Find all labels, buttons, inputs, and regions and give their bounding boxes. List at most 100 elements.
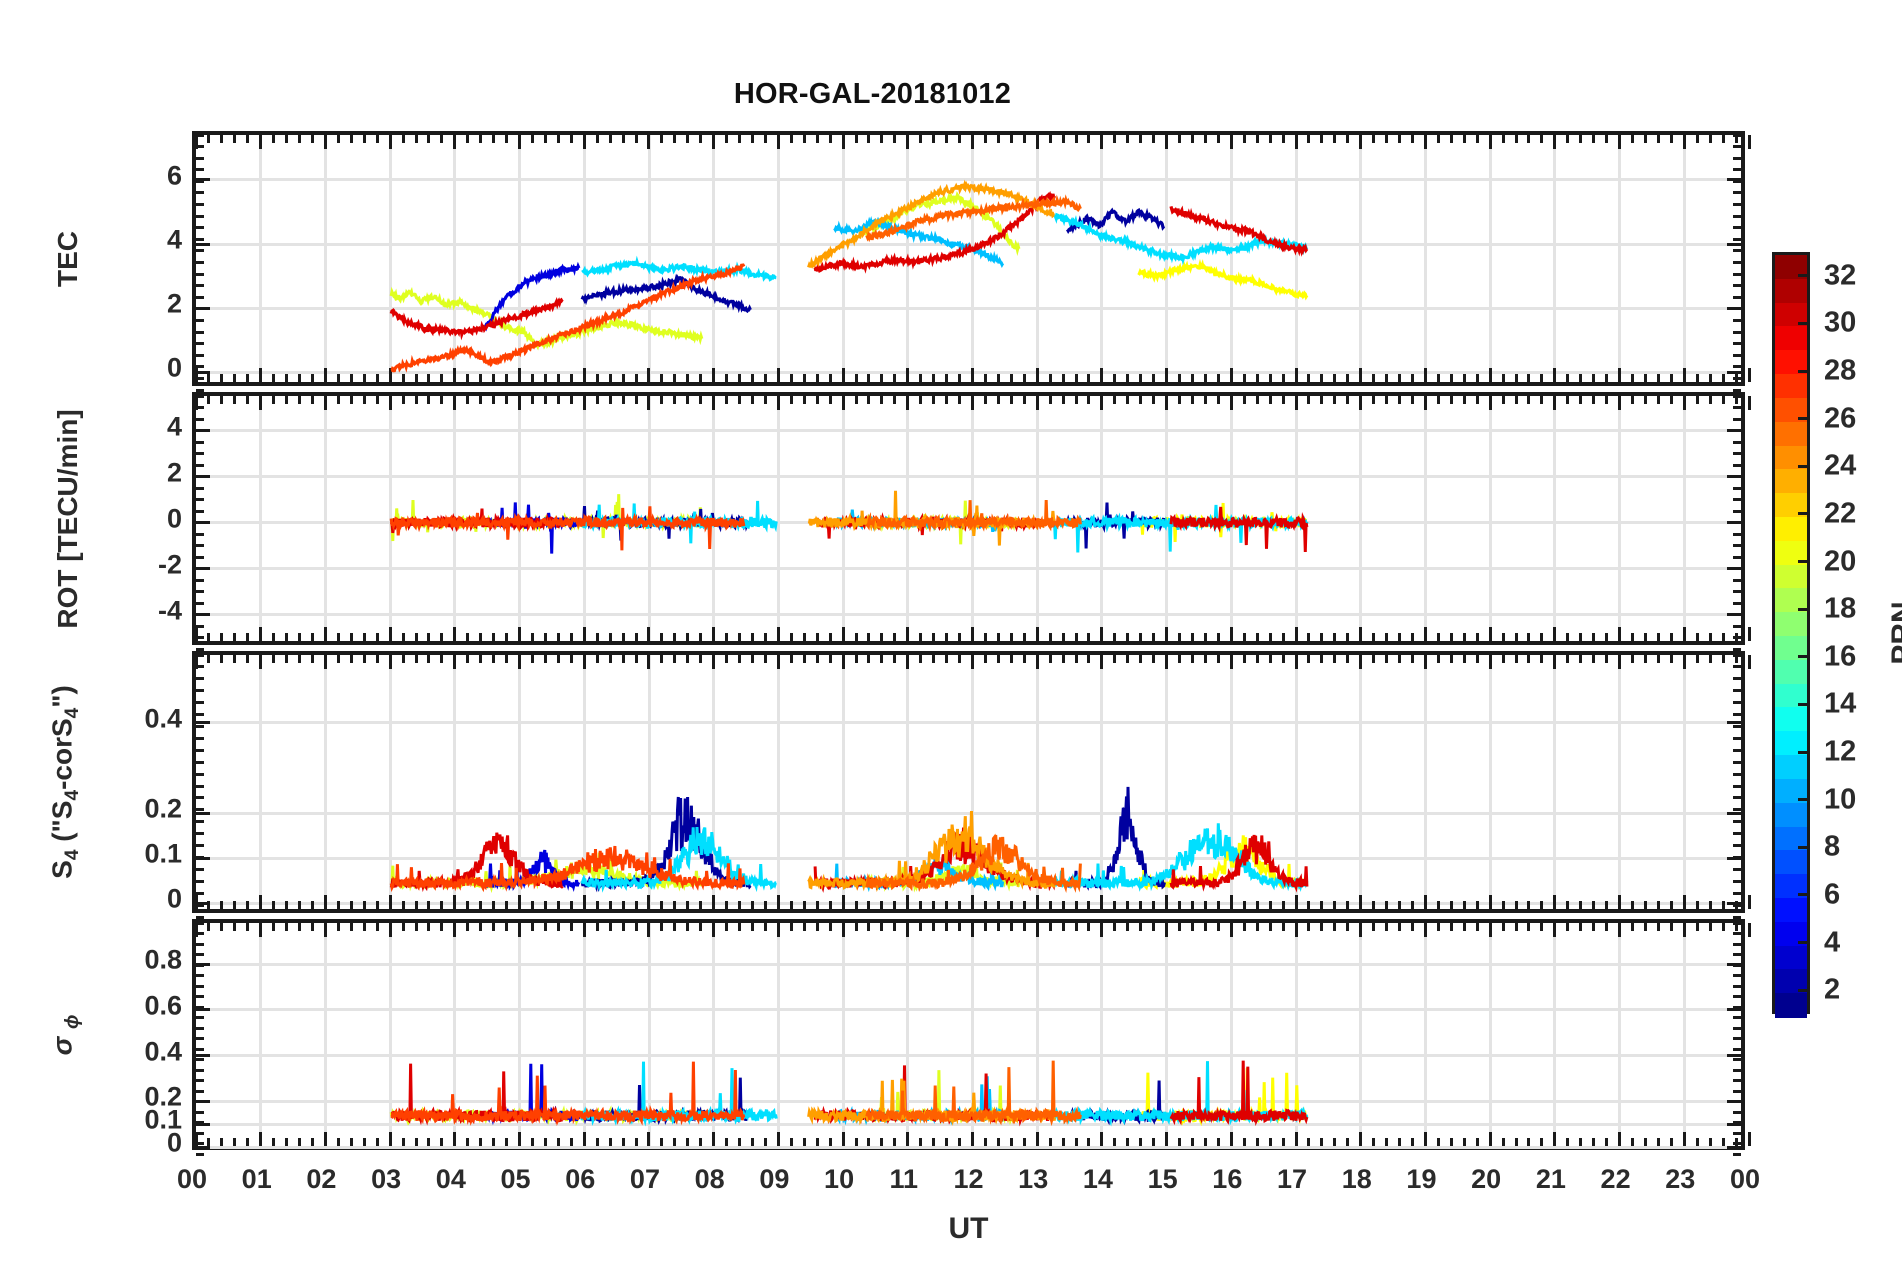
x-tick-minor — [505, 901, 509, 909]
x-tick-minor — [1721, 633, 1725, 641]
x-tick-major — [1618, 895, 1622, 909]
x-tick-minor — [1268, 396, 1272, 404]
data-trace — [389, 1105, 704, 1127]
colorbar-tick-label: 2 — [1824, 973, 1841, 1006]
y-tick-minor — [1733, 578, 1741, 582]
x-tick-minor — [375, 396, 379, 404]
x-tick-minor — [854, 655, 858, 663]
x-tick-minor — [440, 135, 444, 143]
x-tick-major — [1747, 368, 1751, 382]
data-trace — [813, 190, 1056, 274]
x-tick-minor — [414, 1138, 418, 1146]
x-tick-minor — [414, 633, 418, 641]
x-tick-minor — [686, 901, 690, 909]
y-tick-label-s4: 0 — [166, 883, 182, 914]
x-tick-minor — [789, 1138, 793, 1146]
x-tick-major — [1488, 895, 1492, 909]
x-tick-minor — [272, 396, 276, 404]
y-tick-minor — [1733, 590, 1741, 593]
x-tick-major — [388, 1132, 392, 1146]
x-tick-minor — [1385, 923, 1389, 931]
x-tick-label: 23 — [1665, 1164, 1696, 1194]
x-tick-minor — [1255, 396, 1259, 404]
x-tick-major — [647, 135, 651, 149]
x-tick-minor — [207, 135, 211, 143]
x-tick-major — [1359, 1132, 1363, 1146]
colorbar-tick-label: 6 — [1824, 878, 1841, 911]
gridline-vertical — [259, 923, 263, 1146]
x-tick-minor — [854, 374, 858, 382]
y-tick-minor — [196, 974, 204, 977]
x-tick-major — [1035, 135, 1039, 149]
gridline-vertical — [1359, 923, 1363, 1146]
x-tick-minor — [1268, 374, 1272, 382]
x-tick-minor — [1022, 396, 1026, 404]
x-tick-minor — [1333, 655, 1337, 663]
x-tick-minor — [789, 396, 793, 404]
x-tick-major — [1035, 396, 1039, 410]
x-tick-minor — [932, 396, 936, 404]
x-tick-minor — [505, 923, 509, 931]
x-tick-minor — [298, 1138, 302, 1146]
x-tick-minor — [815, 1138, 819, 1146]
x-tick-major — [259, 895, 263, 909]
x-tick-minor — [1307, 655, 1311, 663]
x-tick-minor — [828, 1138, 832, 1146]
x-tick-minor — [815, 633, 819, 641]
y-tick-minor — [1733, 677, 1741, 681]
x-tick-minor — [1631, 135, 1635, 143]
x-tick-minor — [1398, 1138, 1402, 1146]
colorbar-gradient — [1772, 252, 1810, 1018]
x-tick-minor — [1592, 655, 1596, 663]
gridline-vertical — [1229, 923, 1233, 1146]
x-tick-minor — [996, 374, 1000, 382]
x-tick-minor — [1113, 374, 1117, 382]
x-tick-minor — [1009, 396, 1013, 404]
x-tick-minor — [1462, 655, 1466, 663]
x-tick-minor — [1669, 901, 1673, 909]
y-tick-minor — [1733, 1100, 1741, 1103]
x-tick-major — [388, 368, 392, 382]
x-tick-minor — [298, 633, 302, 641]
x-tick-minor — [336, 633, 340, 641]
x-tick-minor — [1216, 135, 1220, 143]
x-tick-major — [776, 895, 780, 909]
y-tick-minor — [1733, 452, 1741, 455]
y-tick-minor — [1733, 653, 1741, 657]
x-tick-minor — [932, 923, 936, 931]
x-tick-minor — [1178, 396, 1182, 404]
y-tick-minor — [196, 796, 204, 800]
gridline-vertical — [776, 655, 780, 909]
x-tick-major — [1165, 396, 1169, 410]
x-tick-minor — [699, 633, 703, 641]
x-tick-minor — [1579, 655, 1583, 663]
x-tick-minor — [750, 633, 754, 641]
gridline-vertical — [1488, 396, 1492, 641]
colorbar-tick — [1798, 464, 1810, 468]
x-tick-major — [1423, 655, 1427, 669]
y-tick-minor — [1733, 701, 1741, 705]
x-tick-minor — [608, 135, 612, 143]
x-tick-minor — [1242, 1138, 1246, 1146]
colorbar-tick — [1798, 845, 1810, 849]
x-tick-minor — [1605, 923, 1609, 931]
x-tick-minor — [530, 923, 534, 931]
gridline-vertical — [906, 135, 910, 382]
x-tick-minor — [1501, 901, 1505, 909]
x-tick-minor — [634, 396, 638, 404]
x-tick-major — [712, 1132, 716, 1146]
x-tick-major — [971, 368, 974, 382]
gridline-horizontal — [196, 475, 1741, 478]
y-tick-minor — [196, 1079, 204, 1082]
x-tick-minor — [893, 1138, 897, 1146]
y-tick-minor — [196, 1152, 204, 1156]
y-tick-minor — [196, 226, 204, 230]
x-tick-minor — [1022, 901, 1026, 909]
x-tick-minor — [233, 135, 237, 143]
y-tick-minor — [196, 1058, 204, 1061]
x-tick-minor — [595, 374, 599, 382]
x-tick-minor — [1074, 901, 1078, 909]
x-tick-minor — [983, 396, 987, 404]
x-tick-minor — [569, 396, 573, 404]
x-tick-minor — [1656, 396, 1660, 404]
